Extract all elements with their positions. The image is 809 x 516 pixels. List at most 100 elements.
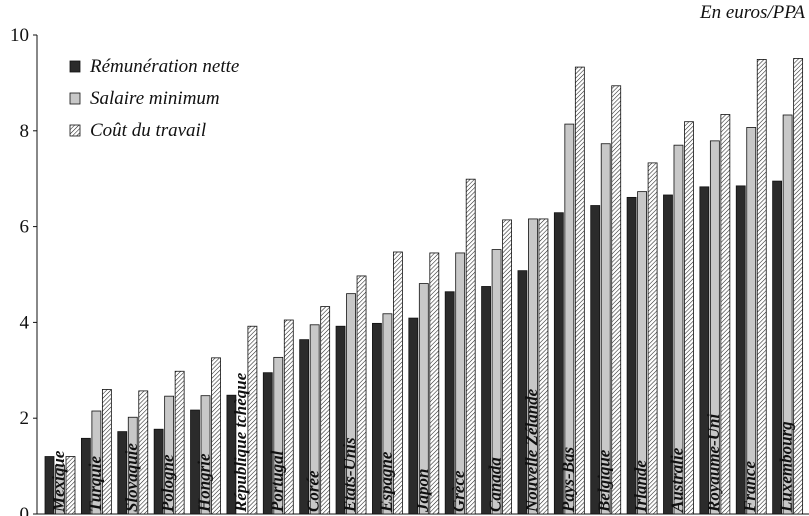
y-axis-ticks: 0 2 4 6 8 10 bbox=[10, 25, 37, 516]
bar-cout-du-travail bbox=[647, 162, 658, 515]
category-label: Mexique bbox=[49, 450, 68, 513]
category-label: Pologne bbox=[158, 454, 177, 513]
bar-cout-du-travail bbox=[320, 306, 331, 515]
bar-cout-du-travail bbox=[283, 319, 294, 515]
category-labels: Mexique Turquie Slovaquie Pologne Hongrie Rép… bbox=[49, 372, 796, 513]
category-label: Luxembourg bbox=[777, 421, 796, 513]
category-label: Royaume-Uni bbox=[704, 414, 723, 514]
bar-salaire-minimum bbox=[382, 313, 393, 515]
legend-label: Rémunération nette bbox=[89, 56, 239, 77]
bar-salaire-minimum bbox=[127, 416, 138, 515]
bar-cout-du-travail bbox=[465, 178, 476, 515]
bar-salaire-minimum bbox=[709, 140, 720, 515]
bar-remuneration-nette bbox=[335, 325, 346, 515]
y-tick-label: 0 bbox=[20, 504, 30, 516]
bar-remuneration-nette bbox=[699, 186, 710, 515]
bar-cout-du-travail bbox=[756, 59, 767, 515]
bar-cout-du-travail bbox=[356, 275, 367, 515]
category-label: Japon bbox=[413, 469, 432, 513]
bar-remuneration-nette bbox=[44, 456, 55, 515]
category-label: Belgique bbox=[595, 449, 614, 513]
category-label: Grèce bbox=[449, 470, 468, 512]
unit-label: En euros/PPA bbox=[699, 2, 805, 23]
category-label: Slovaquie bbox=[122, 443, 141, 512]
category-label: Pays-Bas bbox=[558, 446, 577, 513]
legend-label: Coût du travail bbox=[90, 120, 206, 141]
bar-salaire-minimum bbox=[55, 464, 65, 515]
bar-cout-du-travail bbox=[574, 66, 585, 515]
legend-swatch bbox=[69, 124, 81, 137]
category-label: Irlande bbox=[631, 460, 650, 513]
category-label: République tchèque bbox=[231, 372, 250, 513]
bar-cout-du-travail bbox=[502, 219, 512, 515]
bar-salaire-minimum bbox=[600, 143, 611, 515]
bar-remuneration-nette bbox=[553, 212, 564, 515]
category-label: Corée bbox=[304, 470, 323, 512]
bar-remuneration-nette bbox=[663, 194, 673, 515]
y-tick-label: 2 bbox=[20, 408, 30, 429]
bar-salaire-minimum bbox=[673, 144, 684, 515]
bar-cout-du-travail bbox=[247, 325, 258, 515]
bar-remuneration-nette bbox=[80, 437, 91, 515]
bar-salaire-minimum bbox=[346, 293, 356, 515]
bar-remuneration-nette bbox=[372, 322, 382, 515]
category-label: Hongrie bbox=[195, 453, 214, 513]
bar-salaire-minimum bbox=[164, 395, 175, 515]
bar-salaire-minimum bbox=[200, 395, 211, 515]
bar-cout-du-travail bbox=[720, 114, 731, 515]
category-label: Nouvelle Zélande bbox=[522, 388, 541, 513]
bar-remuneration-nette bbox=[590, 205, 601, 515]
category-label: Australie bbox=[667, 447, 686, 513]
bar-salaire-minimum bbox=[455, 252, 466, 515]
bar-remuneration-nette bbox=[408, 317, 419, 515]
bar-salaire-minimum bbox=[91, 410, 102, 515]
legend-swatch bbox=[69, 60, 81, 73]
bar-salaire-minimum bbox=[309, 324, 320, 515]
bar-salaire-minimum bbox=[564, 123, 575, 515]
bar-cout-du-travail bbox=[101, 389, 112, 515]
legend: Rémunération nette Salaire minimum Coût du… bbox=[69, 56, 239, 141]
bar-groups bbox=[44, 58, 804, 515]
bar-remuneration-nette bbox=[626, 196, 637, 515]
bar-salaire-minimum bbox=[418, 283, 429, 515]
bar-cout-du-travail bbox=[174, 370, 185, 515]
category-label: Portugal bbox=[267, 450, 286, 513]
bar-cout-du-travail bbox=[538, 218, 549, 515]
y-tick-label: 4 bbox=[20, 312, 30, 333]
bar-salaire-minimum bbox=[746, 127, 757, 515]
bar-salaire-minimum bbox=[528, 218, 538, 515]
bar-remuneration-nette bbox=[735, 185, 746, 515]
bar-salaire-minimum bbox=[637, 191, 647, 515]
bar-remuneration-nette bbox=[772, 180, 783, 515]
category-label: France bbox=[740, 461, 759, 513]
bar-remuneration-nette bbox=[517, 270, 528, 515]
bar-remuneration-nette bbox=[226, 394, 237, 515]
bar-cout-du-travail bbox=[684, 121, 694, 515]
bar-cout-du-travail bbox=[393, 251, 403, 515]
bar-remuneration-nette bbox=[299, 339, 310, 515]
bar-salaire-minimum bbox=[782, 114, 793, 515]
category-label: Canada bbox=[486, 457, 505, 512]
bar-cout-du-travail bbox=[429, 252, 440, 515]
y-tick-label: 6 bbox=[20, 217, 30, 238]
legend-swatch bbox=[69, 92, 81, 105]
bar-remuneration-nette bbox=[153, 428, 164, 515]
bar-salaire-minimum bbox=[491, 249, 502, 515]
bar-cout-du-travail bbox=[793, 58, 804, 515]
bar-cout-du-travail bbox=[611, 85, 622, 515]
bar-remuneration-nette bbox=[481, 286, 491, 515]
y-tick-label: 10 bbox=[10, 25, 29, 46]
y-tick-label: 8 bbox=[20, 121, 30, 142]
bar-cout-du-travail bbox=[211, 357, 221, 515]
bar-remuneration-nette bbox=[190, 409, 200, 515]
category-label: Espagne bbox=[376, 451, 395, 513]
legend-label: Salaire minimum bbox=[90, 88, 220, 109]
bar-remuneration-nette bbox=[117, 431, 128, 515]
bar-cout-du-travail bbox=[138, 390, 149, 515]
category-label: Turquie bbox=[85, 455, 104, 512]
bar-cout-du-travail bbox=[65, 456, 76, 515]
category-label: Etats-Unis bbox=[340, 437, 359, 513]
bar-remuneration-nette bbox=[262, 372, 273, 515]
bar-salaire-minimum bbox=[273, 356, 284, 515]
